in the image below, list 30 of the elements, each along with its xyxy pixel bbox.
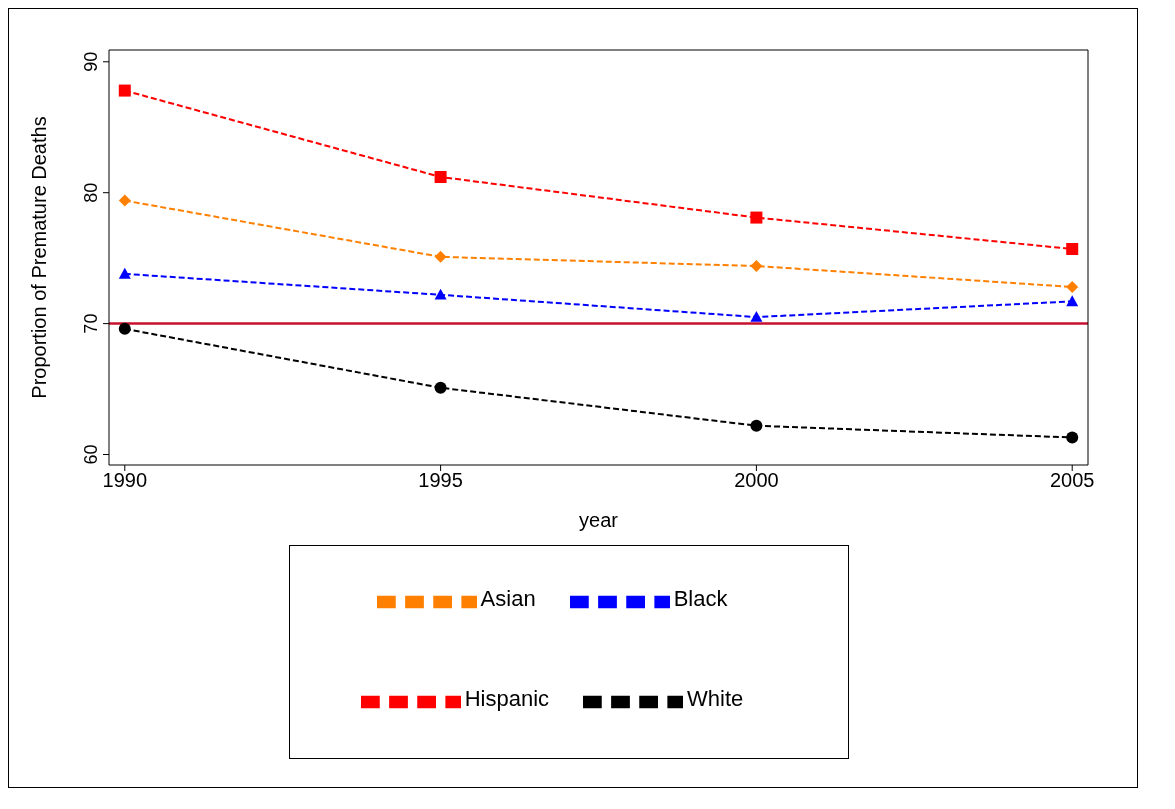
point [118, 84, 131, 97]
point [434, 170, 447, 183]
y-tick-label: 60 [81, 444, 101, 465]
point [434, 288, 447, 300]
point [750, 311, 763, 322]
y-axis-title: Proportion of Premature Deaths [28, 116, 51, 399]
legend-label: Asian [480, 586, 536, 612]
point [750, 211, 763, 224]
legend-label: White [687, 686, 744, 712]
point [1066, 295, 1079, 307]
legend-label: Hispanic [464, 686, 550, 712]
point [434, 250, 447, 263]
point [118, 267, 131, 279]
x-axis-title: year [579, 509, 619, 531]
point [1066, 242, 1079, 255]
point [118, 194, 131, 207]
x-tick-label: 1990 [102, 469, 148, 492]
point [1066, 431, 1079, 444]
y-tick-label: 80 [81, 182, 101, 203]
point [1066, 280, 1079, 293]
x-tick-label: 2000 [734, 469, 779, 492]
point [434, 381, 447, 394]
x-tick-label: 2005 [1049, 469, 1095, 492]
y-tick-label: 70 [81, 313, 101, 334]
y-tick-label: 90 [81, 51, 101, 72]
point [750, 419, 763, 432]
point [750, 260, 763, 273]
x-tick-label: 1995 [418, 469, 463, 492]
point [118, 322, 131, 335]
legend-label: Black [673, 586, 728, 612]
